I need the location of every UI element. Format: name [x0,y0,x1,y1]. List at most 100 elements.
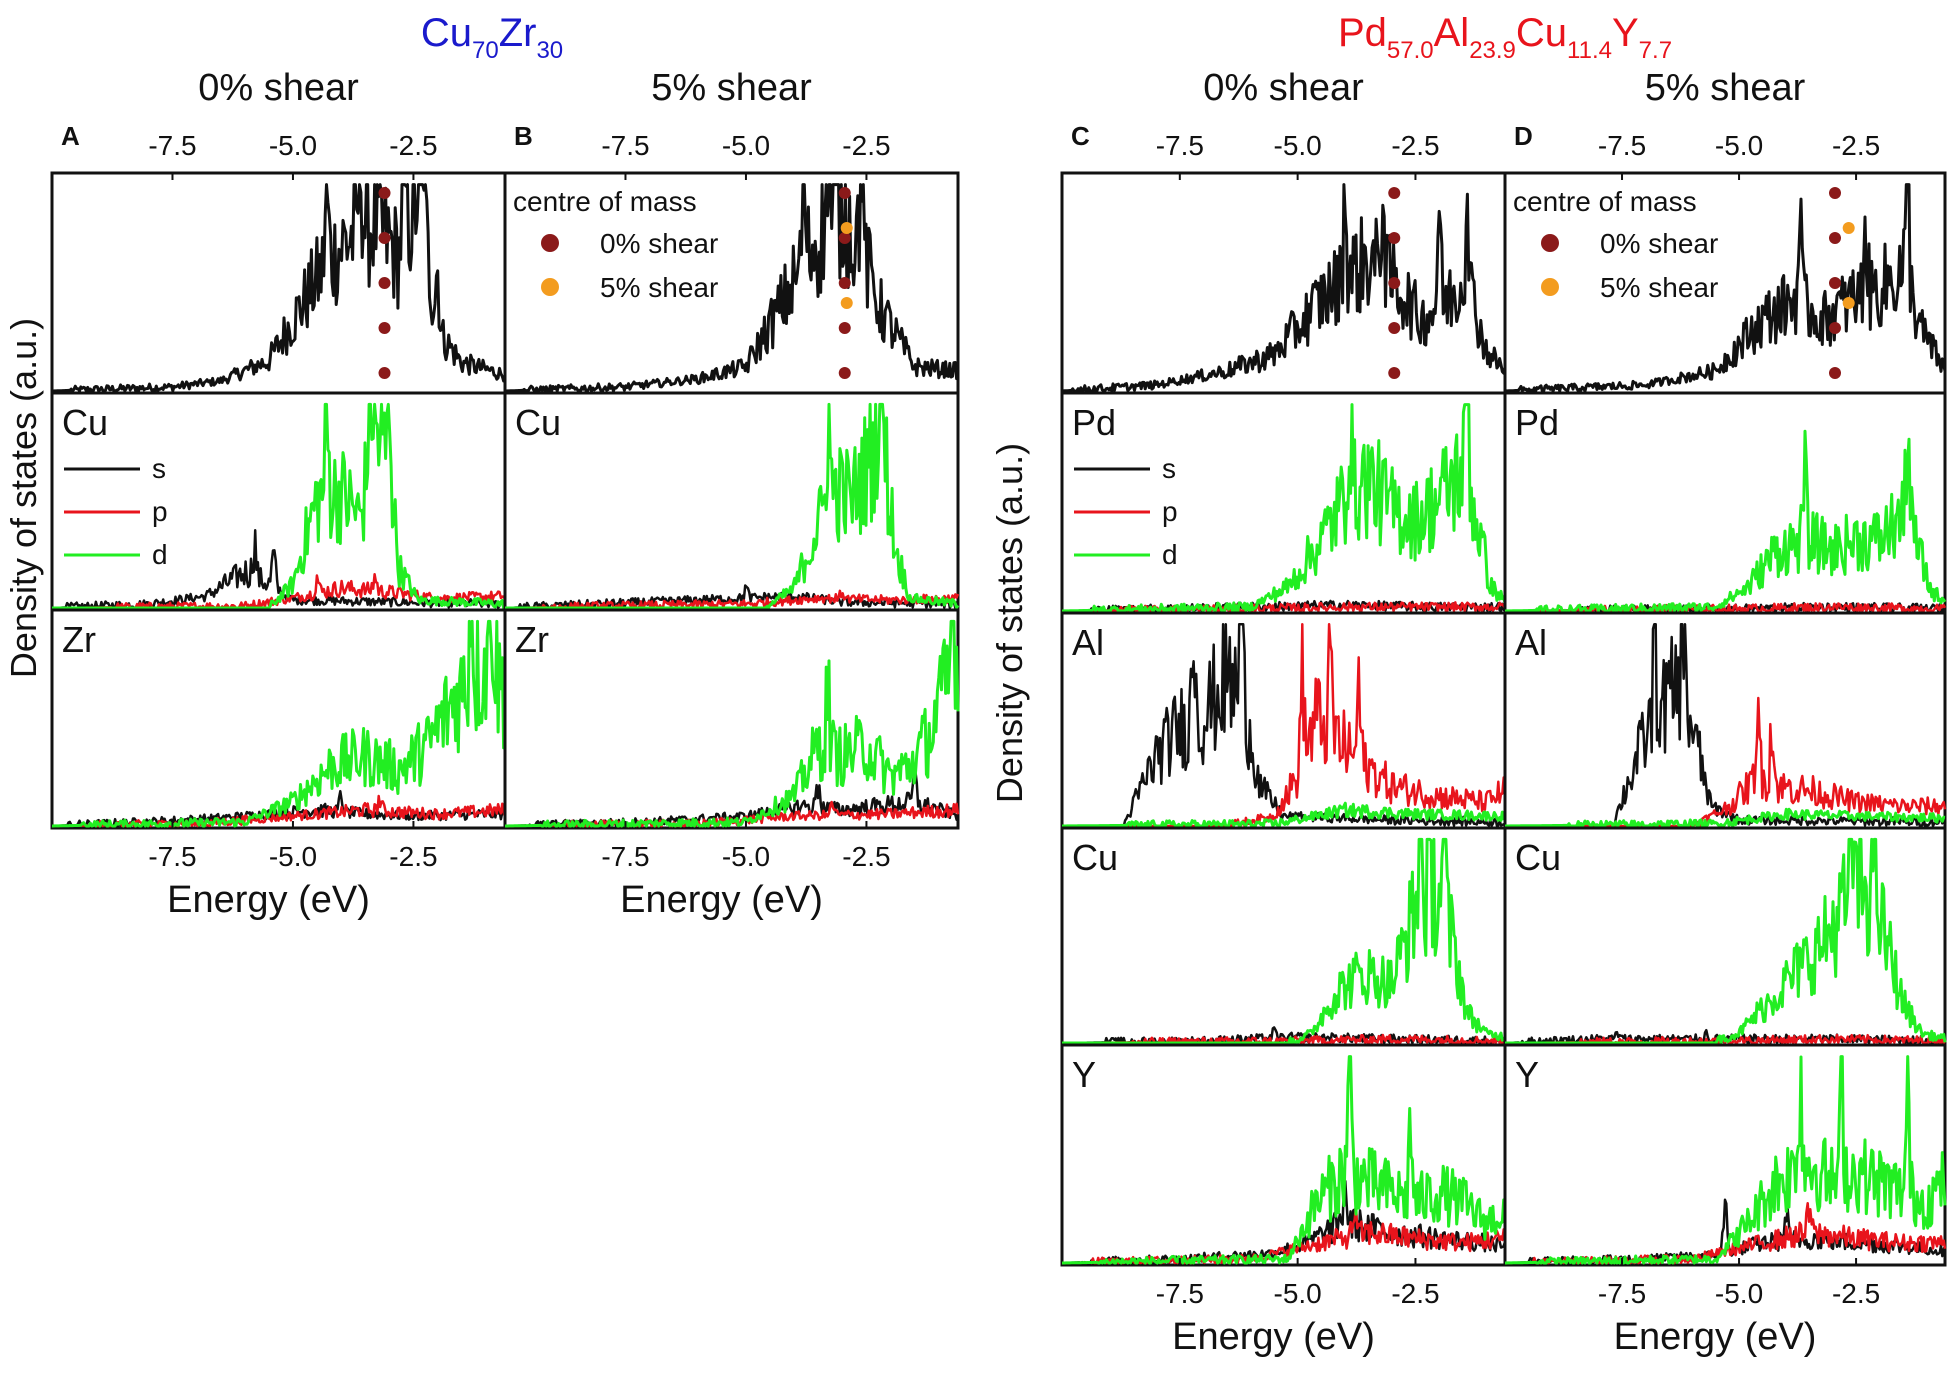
d-orbital-line [1504,1055,1947,1265]
shear-title: 5% shear [651,67,812,109]
com-marker-5-shear [840,297,853,309]
shear-title: 5% shear [1645,67,1806,109]
orbital-legend-label: d [1162,539,1178,570]
total-dos-line [51,183,506,393]
total-dos-line [504,183,960,393]
com-legend-title: centre of mass [513,186,697,217]
group-title-part: Y [1612,11,1639,55]
bottom-tick-label: -2.5 [1832,1278,1880,1309]
subplot-frame [1503,391,1947,615]
orbital-legend-label: s [152,453,166,484]
element-label: Al [1072,622,1104,663]
top-tick-label: -2.5 [389,130,437,161]
shear-title: 0% shear [1203,67,1364,109]
element-label: Cu [1072,837,1118,878]
element-subplot: Y [1503,1043,1947,1267]
element-label: Al [1515,622,1547,663]
group-title-part: 70 [472,37,499,64]
bottom-tick-label: -7.5 [148,841,196,872]
p-orbital-line [1062,622,1506,828]
subplot-frame [503,391,960,612]
element-label: Zr [62,619,96,660]
element-label: Pd [1515,402,1559,443]
panel-letter: A [61,121,80,151]
com-marker-0-shear [378,367,391,379]
element-subplot: Cu spd [50,391,507,612]
subplot-frame [1060,171,1507,395]
panel-D: D 5% shear -7.5 -5.0 -2.5 centre of mass 0% sh… [1503,67,1947,1358]
subplot-frame [50,391,507,612]
com-marker-0-shear [1829,277,1841,289]
subplot-frame [1503,1043,1947,1267]
top-tick-label: -2.5 [1391,130,1439,161]
element-label: Zr [515,619,549,660]
d-orbital-line [1504,837,1947,1045]
group-title-0: Cu70Zr30 [421,11,563,64]
subplot-frame [503,608,960,830]
group-title-part: 7.7 [1639,37,1672,64]
com-legend-marker [541,278,559,296]
orbital-legend-label: p [152,496,168,527]
element-label: Pd [1072,402,1116,443]
d-orbital-line [1504,807,1946,828]
bottom-tick-label: -5.0 [1274,1278,1322,1309]
orbital-legend-label: p [1162,496,1178,527]
element-label: Y [1515,1054,1539,1095]
bottom-tick-label: -2.5 [842,841,890,872]
com-marker-0-shear [378,187,391,199]
com-marker-0-shear [1388,322,1401,334]
com-marker-5-shear [1842,222,1855,234]
element-subplot: Pd spd [1060,391,1507,615]
group-title-part: Cu [1516,11,1567,55]
bottom-tick-label: -5.0 [269,841,317,872]
total-dos-line [1504,183,1947,393]
total-dos-subplot: centre of mass 0% shear 5% shear [503,171,960,395]
total-dos-subplot [50,171,507,395]
top-tick-label: -7.5 [1598,130,1646,161]
d-orbital-line [504,402,960,610]
top-tick-label: -5.0 [1715,130,1763,161]
group-title-part: 30 [536,37,563,64]
com-marker-0-shear [1388,277,1401,289]
com-legend-marker [541,234,559,252]
element-label: Cu [515,402,561,443]
element-subplot: Cu [503,391,960,612]
com-legend-label: 0% shear [1600,228,1718,259]
subplot-frame [1060,1043,1507,1267]
bottom-tick-label: -5.0 [722,841,770,872]
orbital-legend-label: s [1162,453,1176,484]
com-legend-label: 0% shear [600,228,718,259]
orbital-legend-label: d [152,539,168,570]
group-title-part: Al [1434,11,1470,55]
group-title-part: Cu [421,11,472,55]
element-subplot: Al [1503,611,1947,830]
com-legend-marker [1541,234,1559,252]
com-marker-0-shear [838,367,851,379]
d-orbital-line [1061,403,1507,613]
d-orbital-line [1061,837,1506,1045]
panel-B: B 5% shear-7.5 -5.0 -2.5 centre of mass 0% sh… [503,67,960,921]
com-marker-0-shear [1829,187,1841,199]
top-tick-label: -7.5 [1156,130,1204,161]
top-tick-label: -2.5 [842,130,890,161]
d-orbital-line [51,619,507,828]
panel-letter: C [1071,121,1090,151]
com-marker-5-shear [1842,297,1855,309]
top-tick-label: -7.5 [601,130,649,161]
bottom-tick-label: -2.5 [389,841,437,872]
top-tick-label: -2.5 [1832,130,1880,161]
panel-letter: B [514,121,533,151]
com-legend-label: 5% shear [1600,272,1718,303]
panel-letter: D [1514,121,1533,151]
y-axis-label-1: Density of states (a.u.) [989,443,1030,803]
total-dos-subplot [1060,171,1507,395]
com-marker-0-shear [378,277,391,289]
element-subplot: Cu [1503,826,1947,1047]
com-marker-0-shear [838,232,851,244]
com-marker-0-shear [1388,232,1401,244]
element-label: Cu [62,402,108,443]
com-marker-0-shear [838,322,851,334]
bottom-tick-label: -2.5 [1391,1278,1439,1309]
group-title-part: Pd [1338,11,1387,55]
